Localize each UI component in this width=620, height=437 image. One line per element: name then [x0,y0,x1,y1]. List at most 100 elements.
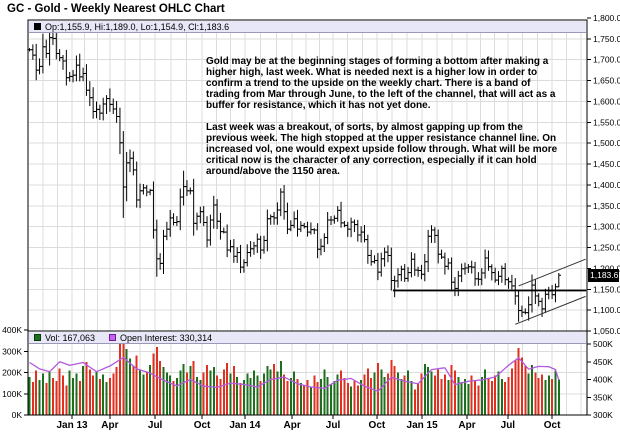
volume-bar [92,375,95,415]
volume-axis-label: 100K [2,389,22,399]
volume-bar [219,378,222,415]
volume-bar [276,371,279,415]
ohlc-bar [251,241,257,255]
volume-axis-label: 0K [12,410,23,420]
price-axis-label: 1,450.0 [593,159,620,169]
ohlc-bar [235,247,240,263]
ohlc-bar [295,209,300,237]
ohlc-bar [221,227,226,234]
ohlc-bar [87,81,92,107]
ohlc-bar [255,233,260,253]
x-axis-label: Oct [369,420,386,431]
ohlc-bar [157,253,163,270]
x-axis-label: Oct [194,420,211,431]
volume-bar [31,382,34,415]
volume-bar [400,378,403,415]
volume-bar [196,376,198,415]
price-axis-label: 1,250.0 [593,243,620,253]
ohlc-bar [131,151,136,176]
volume-bar [185,372,188,415]
ohlc-bar [178,188,183,231]
volume-bar [397,372,399,415]
ohlc-bar [402,264,407,282]
volume-bar [192,360,195,415]
oi-axis-label: 300K [593,410,613,420]
volume-bar [524,366,527,415]
volume-bar [450,365,453,415]
ohlc-bar [456,270,461,297]
volume-bar [82,366,85,415]
volume-bar [108,377,111,415]
volume-bar [487,377,490,415]
ohlc-bar [144,184,149,197]
ohlc-bar [556,272,561,288]
volume-bar [299,383,302,415]
ohlc-bar [348,217,354,238]
volume-bar [48,371,51,415]
volume-bar [129,358,131,415]
volume-bar [467,384,470,415]
volume-bar [544,379,547,415]
volume-bar [353,381,356,415]
price-axis-label: 1,350.0 [593,201,620,211]
volume-bar [152,353,155,415]
ohlc-bar [392,275,397,298]
ohlc-bar [308,222,314,235]
ohlc-bar [174,216,180,226]
ohlc-bar [141,184,146,195]
volume-bar [551,378,554,415]
x-axis-label: Jul [501,420,516,431]
ohlc-bar [496,271,501,286]
volume-bar [346,383,349,415]
oi-axis-label: 350K [593,392,613,402]
ohlc-bar [211,195,216,229]
x-axis-label: Jan 14 [229,420,261,431]
price-axis-label: 1,650.0 [593,76,620,86]
ohlc-bar [204,216,210,248]
volume-bar [246,373,249,415]
volume-bar [165,372,168,415]
volume-bar [38,379,41,415]
volume-bar [537,377,540,415]
ohlc-bar [34,43,39,81]
volume-bar [517,348,520,415]
volume-bar [306,379,309,415]
volume-bar [269,369,272,415]
price-axis-label: 1,800.0 [593,13,620,23]
volume-bar [531,365,533,415]
volume-bar [319,378,322,415]
volume-bar [135,355,138,415]
volume-bar [527,373,530,415]
x-axis-label: Apr [101,420,118,431]
ohlc-bar [231,239,237,263]
volume-bar [273,364,276,415]
axis-labels: 1,800.0 1,750.0 1,700.0 1,650.0 1,600.0 1,550… [2,13,620,431]
ohlc-bar [472,261,478,286]
ohlc-bar [60,55,66,70]
price-axis-label: 1,100.0 [593,305,620,315]
volume-axis-label: 400K [2,325,22,335]
volume-bar [189,366,192,415]
ohlc-bar [261,235,267,254]
volume-bar [293,371,296,415]
volume-bar [125,349,128,415]
volume-bar [484,369,487,415]
volume-bar [279,360,282,415]
volume-bar [380,369,383,415]
volume-bar [316,382,319,415]
volume-bar [286,381,289,415]
volume-bar [510,368,513,415]
volume-bar [383,376,386,415]
ohlc-bar [322,233,327,252]
volume-bar [333,381,336,415]
volume-bar [229,373,232,415]
volume-bar [356,385,359,415]
volume-bar [212,367,215,415]
volume-bar [330,384,332,415]
volume-bars [28,344,560,415]
volume-bar [179,370,182,415]
ohlc-bar [228,239,233,253]
volume-bar [403,375,406,415]
volume-bar [376,362,379,415]
open-interest-line [29,356,560,392]
